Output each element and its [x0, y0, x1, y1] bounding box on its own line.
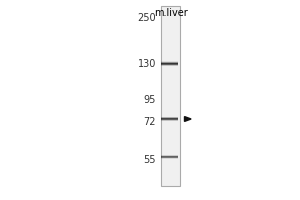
- Bar: [161, 63, 178, 64]
- Bar: [161, 117, 178, 118]
- Bar: [160, 6, 180, 186]
- Bar: [161, 62, 178, 63]
- Bar: [161, 120, 178, 121]
- Bar: [161, 119, 178, 120]
- Bar: [161, 61, 178, 62]
- Bar: [161, 155, 178, 156]
- Text: 95: 95: [144, 95, 156, 105]
- Bar: [161, 158, 178, 159]
- Text: 250: 250: [137, 13, 156, 23]
- Bar: [161, 118, 178, 119]
- Bar: [161, 157, 178, 158]
- Bar: [161, 156, 178, 157]
- Text: 55: 55: [143, 155, 156, 165]
- Bar: [161, 64, 178, 65]
- Text: m.liver: m.liver: [154, 8, 188, 18]
- Bar: [161, 65, 178, 66]
- Text: 72: 72: [143, 117, 156, 127]
- Polygon shape: [184, 117, 191, 121]
- Text: 130: 130: [138, 59, 156, 69]
